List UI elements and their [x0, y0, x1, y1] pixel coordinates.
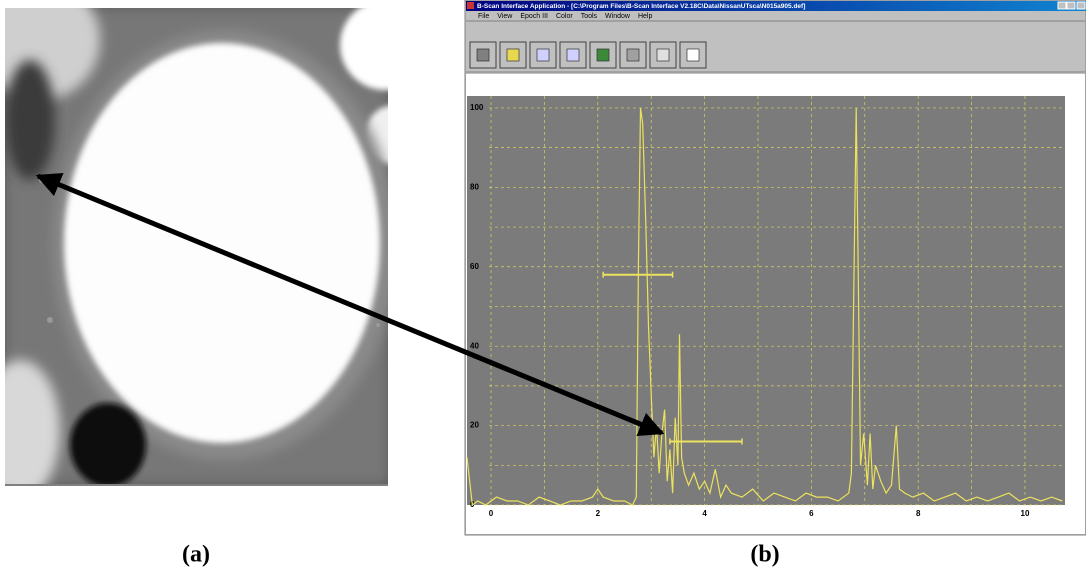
- toolbar-icon: [536, 48, 550, 62]
- menu-item[interactable]: Epoch III: [520, 13, 548, 20]
- caption-a: (a): [182, 542, 210, 568]
- plot-area: [467, 96, 1065, 505]
- x-tick-label: 8: [916, 509, 921, 518]
- y-tick-label: 100: [470, 103, 484, 112]
- signal-trace: [466, 107, 1063, 507]
- toolbar-icon: [686, 48, 700, 62]
- y-tick-label: 60: [470, 262, 479, 271]
- x-tick-label: 10: [1021, 509, 1030, 518]
- menu-item[interactable]: Tools: [581, 13, 598, 20]
- toolbar-icon: [476, 48, 490, 62]
- window-title: B-Scan Interface Application - [C:\Progr…: [477, 3, 805, 10]
- toolbar: [469, 41, 707, 69]
- x-tick-label: 6: [809, 509, 814, 518]
- toolbar-icon: [656, 48, 670, 62]
- title-bar: [466, 1, 1086, 11]
- toolbar-icon: [566, 48, 580, 62]
- menu-bar: File View Epoch III Color Tools Window Help: [478, 13, 652, 20]
- x-tick-label: 2: [596, 509, 601, 518]
- x-tick-label: 0: [489, 509, 494, 518]
- app-icon: [467, 2, 474, 9]
- toolbar-icon: [506, 48, 520, 62]
- close-button[interactable]: [1076, 1, 1086, 10]
- window-controls: [1057, 1, 1086, 10]
- menu-item[interactable]: View: [497, 13, 513, 20]
- menu-item[interactable]: Color: [556, 13, 573, 20]
- y-tick-label: 80: [470, 182, 479, 191]
- menu-item[interactable]: Help: [638, 13, 653, 20]
- minimize-button[interactable]: [1057, 1, 1067, 10]
- y-tick-label: 40: [470, 341, 479, 350]
- menu-item[interactable]: Window: [605, 13, 631, 20]
- toolbar-icon: [596, 48, 610, 62]
- arrow: [35, 173, 665, 436]
- caption-b: (b): [750, 542, 779, 568]
- y-tick-label: 20: [470, 421, 479, 430]
- x-tick-label: 4: [702, 509, 707, 518]
- maximize-button[interactable]: [1066, 1, 1076, 10]
- toolbar-icon: [626, 48, 640, 62]
- menu-item[interactable]: File: [478, 13, 489, 20]
